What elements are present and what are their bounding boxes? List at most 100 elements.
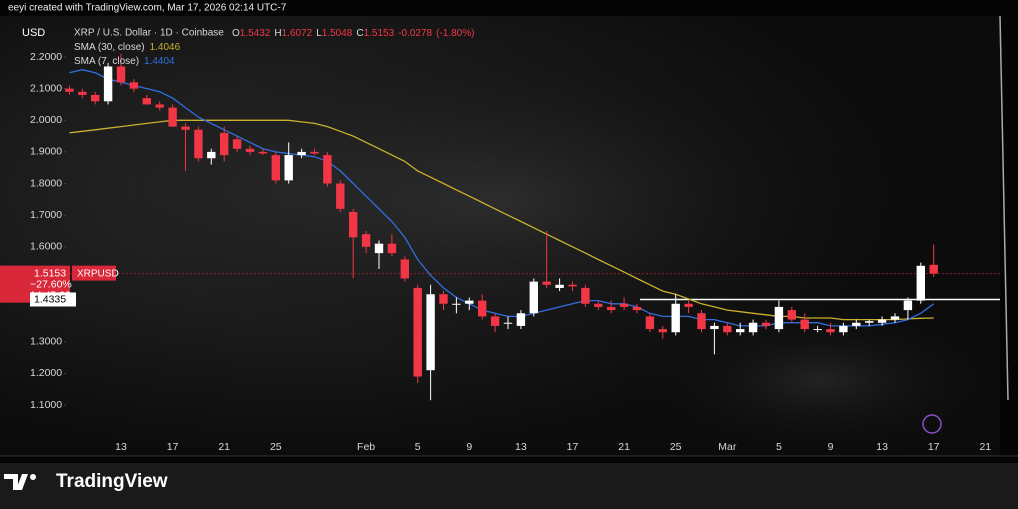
candle-body (349, 212, 358, 238)
y-tick-label: 1.6000 (30, 241, 62, 253)
y-tick-label: 1.9000 (30, 146, 62, 158)
x-tick-label: 9 (466, 441, 472, 453)
candle-body (529, 281, 538, 314)
candle-body (916, 265, 925, 301)
candle-body (671, 303, 680, 333)
attribution: eeyi created with TradingView.com, Mar 1… (8, 3, 287, 14)
x-tick-label: 21 (218, 441, 230, 453)
candle-body (826, 329, 835, 333)
x-tick-label: 5 (776, 441, 782, 453)
candle-body (439, 294, 448, 304)
change-percent: (-1.80%) (436, 28, 474, 39)
candle-body (542, 281, 551, 285)
candle-body (129, 82, 139, 89)
candle-body (736, 329, 745, 333)
candle-body (852, 322, 861, 326)
candle-body (607, 306, 616, 311)
candle-body (748, 322, 758, 333)
logo: TradingView (4, 471, 168, 492)
smoke (120, 40, 880, 360)
sma-legend: SMA (7, close) 1.4404 (74, 56, 175, 67)
x-tick-label: 17 (567, 441, 579, 453)
candle-body (929, 264, 938, 274)
candle-body (426, 294, 435, 371)
sma-name: SMA (7, close) (74, 56, 139, 67)
candle-body (761, 322, 771, 326)
x-tick-label: 25 (670, 441, 682, 453)
x-tick-label: 13 (115, 441, 127, 453)
y-tick-label: 1.8000 (30, 177, 62, 189)
candle-body (684, 303, 693, 307)
candle-body (374, 243, 384, 254)
last-price: 1.5153 (34, 267, 66, 279)
candle-body (284, 155, 293, 181)
candle-body (800, 319, 809, 330)
sma-legend: SMA (30, close) 1.4046 (74, 42, 181, 53)
sma-line (69, 69, 935, 327)
candle-body (787, 310, 796, 320)
y-tick-label: 2.0000 (30, 114, 62, 126)
y-tick-label: 1.2000 (30, 367, 62, 379)
candle-body (465, 300, 474, 304)
candle-body (207, 151, 216, 159)
candle-body (245, 148, 255, 152)
candle-body (220, 132, 229, 156)
candle-body (490, 316, 500, 326)
candle-body (890, 316, 900, 320)
candle-body (645, 316, 655, 330)
x-tick-label: Mar (718, 441, 737, 453)
x-tick-label: 9 (828, 441, 834, 453)
x-tick-label: 13 (515, 441, 527, 453)
candle-body (516, 313, 526, 326)
symbol-tag (72, 265, 116, 281)
candle-body (91, 94, 100, 102)
sma-value: 1.4404 (144, 56, 175, 67)
change: -0.0278 (398, 28, 432, 39)
candle-body (619, 303, 629, 307)
candle-body (232, 139, 242, 149)
ohlc-value: 1.5432 (240, 28, 271, 39)
x-tick-label: 17 (928, 441, 940, 453)
candle-body (297, 151, 306, 156)
ohlc-key: C (356, 28, 363, 39)
y-tick-label: 1.1000 (30, 399, 62, 411)
candle-body (271, 155, 280, 181)
y-tick-label: 2.2000 (30, 51, 62, 63)
x-tick-label: 17 (167, 441, 179, 453)
candle-body (710, 325, 719, 330)
candle-body (877, 319, 887, 323)
candle-body (555, 284, 564, 288)
x-tick-label: 25 (270, 441, 282, 453)
chart-title: XRP / U.S. Dollar · 1D · Coinbase (74, 28, 224, 39)
smoke (600, 290, 1018, 470)
candle-body (194, 129, 203, 159)
candle-body (581, 287, 590, 304)
candle-body (155, 104, 164, 108)
change-since: −27.60% (30, 278, 72, 290)
news-icon[interactable] (922, 414, 942, 434)
candle-body (323, 155, 332, 184)
y-tick-label: 2.1000 (30, 82, 62, 94)
sma-value: 1.4046 (150, 42, 181, 53)
currency: USD (22, 27, 45, 39)
ohlc-key: L (316, 28, 322, 39)
ohlc-key: O (232, 28, 240, 39)
candle-body (116, 66, 126, 83)
candle-body (103, 66, 113, 102)
candle-body (839, 325, 848, 333)
candle-body (594, 303, 603, 307)
ohlc-key: H (274, 28, 281, 39)
level-tag (30, 292, 76, 307)
candle-body (413, 287, 422, 377)
x-tick-label: 5 (415, 441, 421, 453)
frame-edge (999, 15, 1009, 401)
x-tick-label: 13 (876, 441, 888, 453)
sma-name: SMA (30, close) (74, 42, 145, 53)
candle-body (568, 284, 577, 287)
candle-body (813, 329, 822, 331)
level-label: 1.4335 (34, 293, 66, 305)
brand: TradingView (56, 471, 168, 492)
candle-body (310, 151, 319, 154)
